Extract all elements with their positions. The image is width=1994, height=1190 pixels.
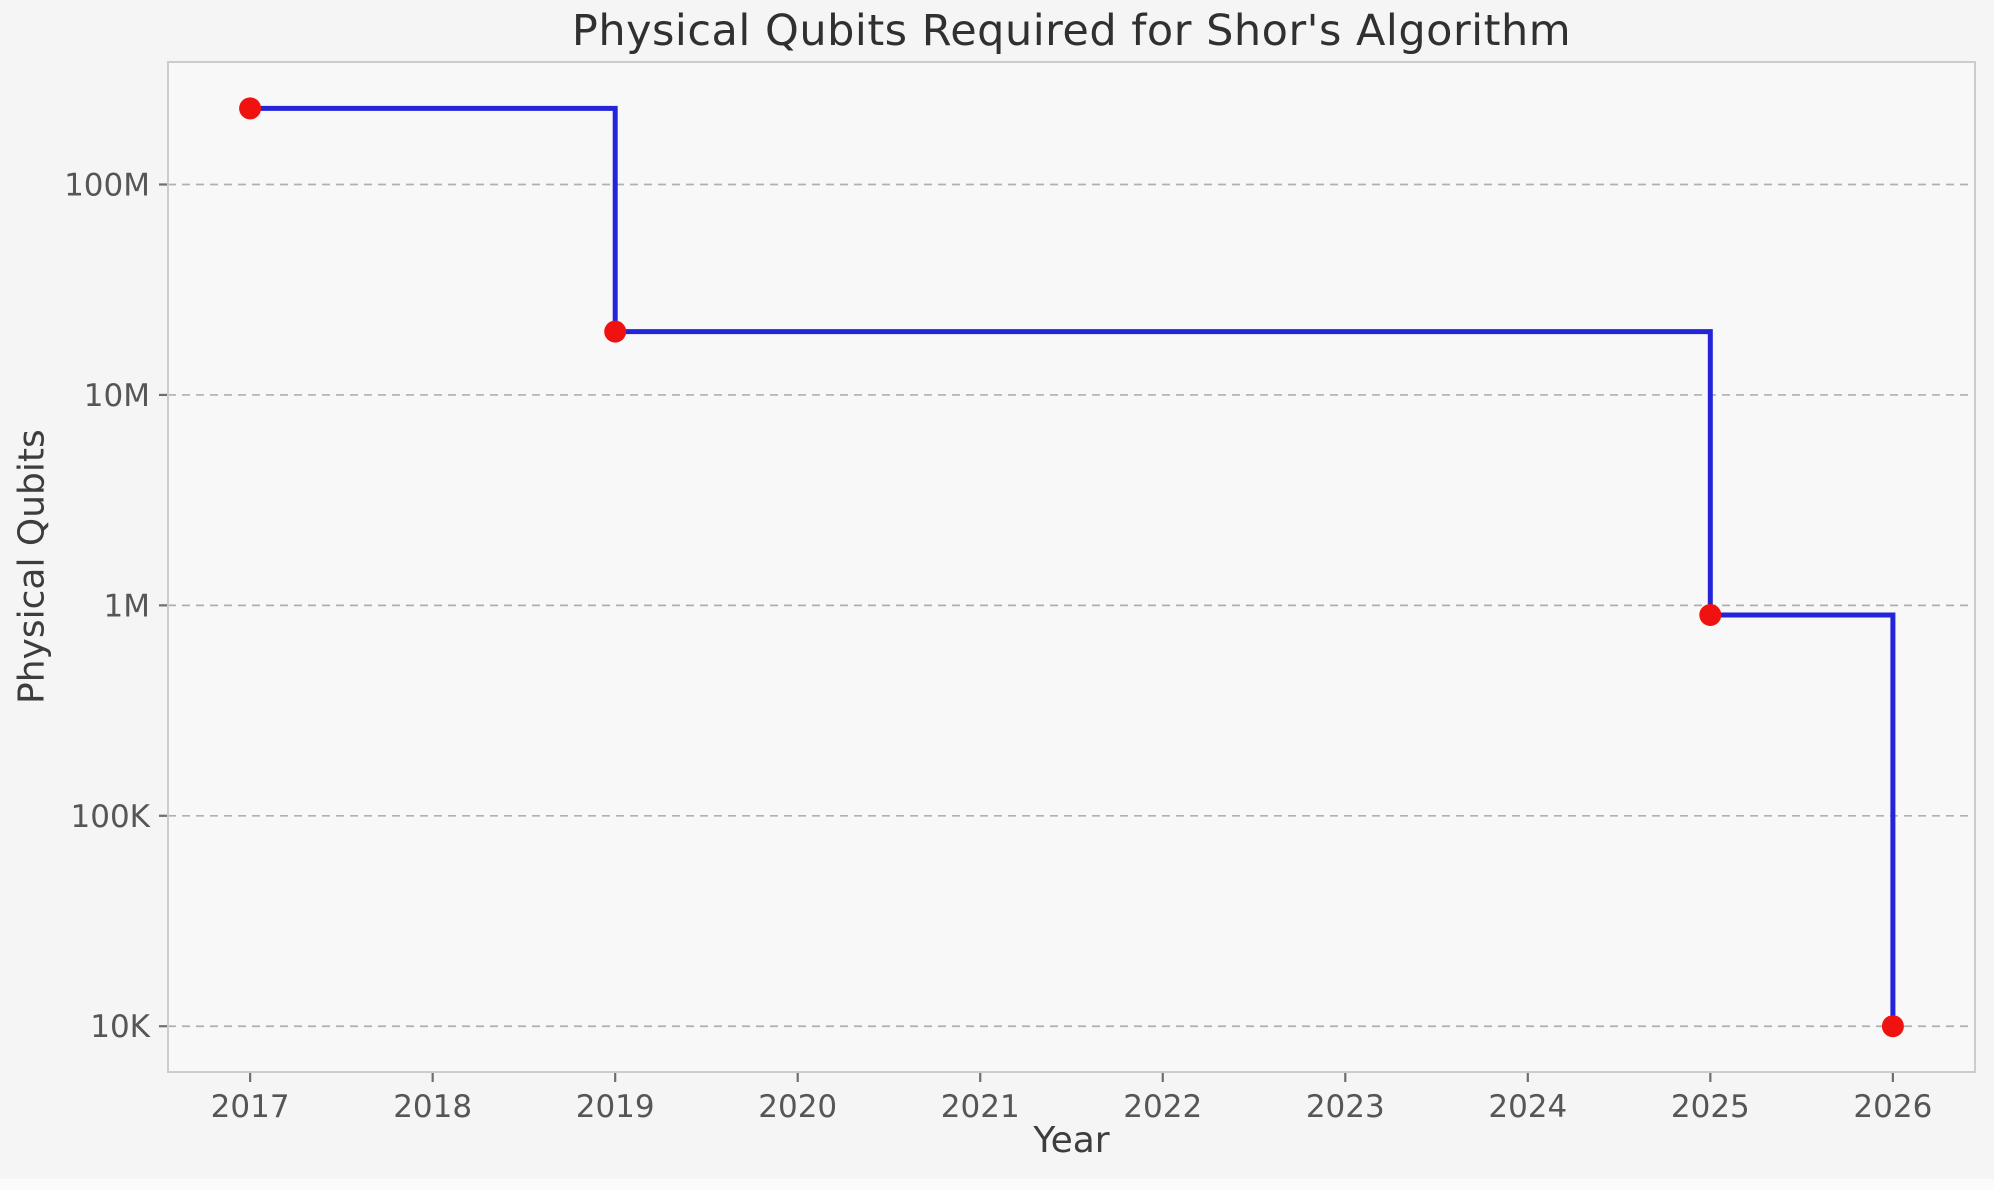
x-tick-label: 2026 — [1853, 1089, 1932, 1125]
x-tick-label: 2022 — [1123, 1089, 1202, 1125]
axes-frame — [167, 61, 1976, 1073]
data-point — [1699, 604, 1722, 626]
x-tick-label: 2021 — [941, 1089, 1020, 1125]
x-tick-label: 2019 — [576, 1089, 655, 1125]
y-tick-label: 10K — [90, 1009, 150, 1045]
y-tick-label: 10M — [84, 378, 150, 414]
x-tick-label: 2025 — [1671, 1089, 1750, 1125]
x-tick-label: 2018 — [393, 1089, 472, 1125]
chart-title: Physical Qubits Required for Shor's Algo… — [571, 6, 1572, 56]
x-axis-label: Year — [1033, 1120, 1110, 1161]
y-tick-label: 1M — [104, 588, 150, 624]
figure-bottom-edge — [0, 1179, 1994, 1190]
data-point — [1881, 1015, 1904, 1038]
axes-background — [168, 62, 1975, 1072]
y-tick-label: 100M — [64, 167, 150, 203]
x-tick-label: 2020 — [758, 1089, 837, 1125]
y-axis-label: Physical Qubits — [11, 429, 53, 705]
data-point — [604, 320, 627, 343]
x-tick-label: 2023 — [1306, 1089, 1385, 1125]
step-line — [250, 105, 1896, 1027]
data-point — [239, 97, 262, 120]
y-tick-label: 100K — [71, 799, 151, 835]
x-tick-label: 2024 — [1488, 1089, 1567, 1125]
x-tick-label: 2017 — [211, 1089, 290, 1125]
